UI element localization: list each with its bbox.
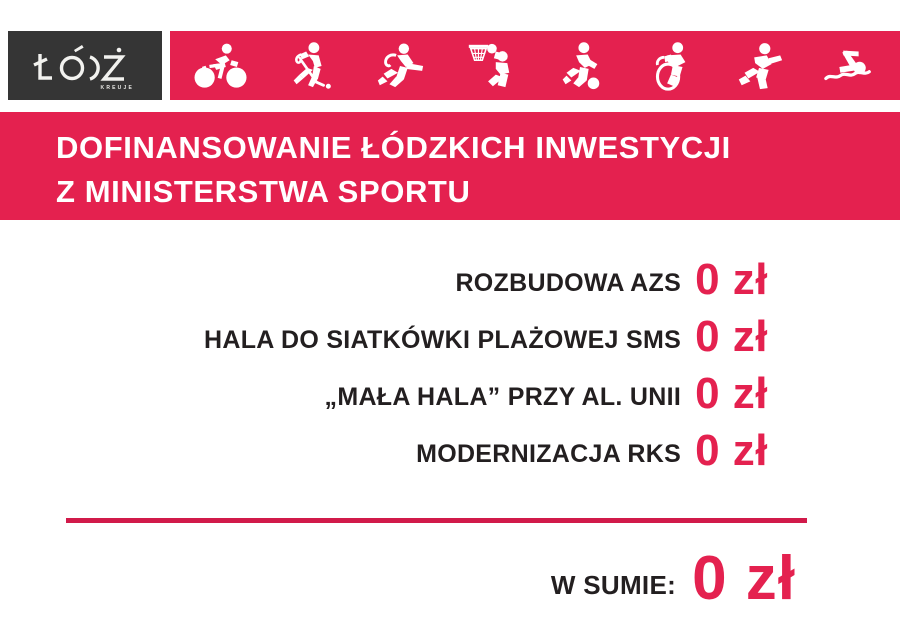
total-divider [66, 518, 807, 523]
logo-tagline: KREUJE [100, 84, 134, 91]
sport-icon-band [170, 31, 900, 100]
cycling-icon [192, 40, 250, 92]
volleyball-icon [371, 40, 429, 92]
list-item: HALA DO SIATKÓWKI PLAŻOWEJ SMS 0 zł [0, 309, 900, 366]
lodz-wordmark-icon: KREUJE [30, 40, 140, 92]
track-cycling-icon [641, 40, 699, 92]
item-label: MODERNIZACJA RKS [416, 440, 682, 468]
item-amount: 0 zł [695, 312, 768, 361]
top-strip: KREUJE [0, 31, 900, 100]
headline-line-1: DOFINANSOWANIE ŁÓDZKICH INWESTYCJI [56, 130, 731, 165]
running-icon [730, 40, 788, 92]
total-row: W SUMIE: 0 zł [0, 538, 900, 613]
list-item: MODERNIZACJA RKS 0 zł [0, 423, 900, 480]
headline-band: DOFINANSOWANIE ŁÓDZKICH INWESTYCJI Z MIN… [0, 112, 900, 220]
ice-hockey-icon [282, 40, 340, 92]
basketball-icon [461, 40, 519, 92]
item-label: „MAŁA HALA” PRZY AL. UNII [324, 383, 682, 411]
list-item: ROZBUDOWA AZS 0 zł [0, 252, 900, 309]
total-amount: 0 zł [692, 544, 796, 613]
list-item: „MAŁA HALA” PRZY AL. UNII 0 zł [0, 366, 900, 423]
item-label: ROZBUDOWA AZS [455, 269, 682, 297]
lodz-city-logo: KREUJE [8, 31, 162, 100]
item-label: HALA DO SIATKÓWKI PLAŻOWEJ SMS [204, 326, 682, 354]
investment-list: ROZBUDOWA AZS 0 zł HALA DO SIATKÓWKI PLA… [0, 252, 900, 480]
item-amount: 0 zł [695, 255, 768, 304]
item-amount: 0 zł [695, 369, 768, 418]
football-icon [551, 40, 609, 92]
total-label: W SUMIE: [550, 570, 677, 600]
item-amount: 0 zł [695, 426, 768, 475]
headline-line-2: Z MINISTERSTWA SPORTU [56, 174, 471, 209]
swimming-icon [820, 40, 878, 92]
